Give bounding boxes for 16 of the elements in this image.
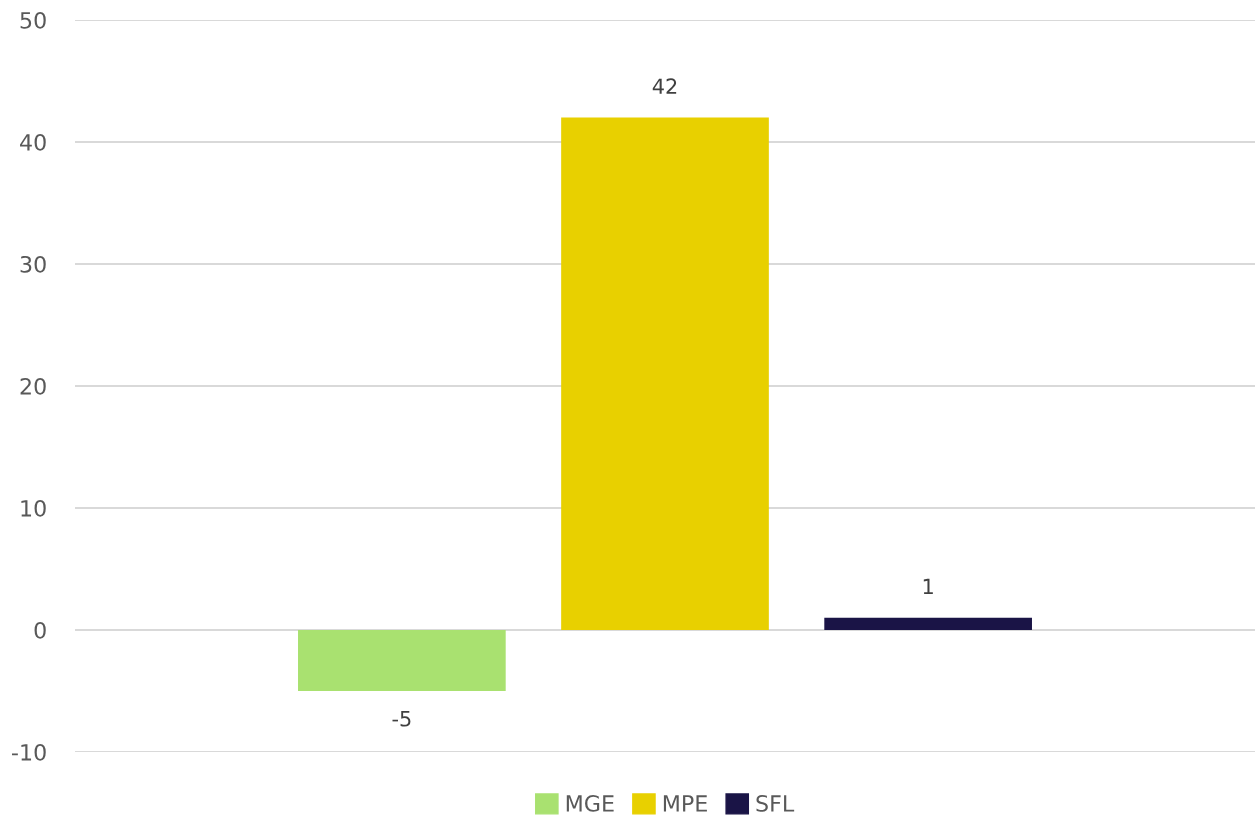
data-label: -5 bbox=[392, 711, 411, 727]
y-tick-label: 40 bbox=[20, 133, 46, 151]
y-tick-label: 0 bbox=[34, 621, 46, 639]
bar bbox=[298, 630, 506, 691]
legend-label: SFL bbox=[756, 795, 795, 812]
data-label: 42 bbox=[652, 78, 677, 94]
data-label: 1 bbox=[923, 578, 933, 595]
y-tick-label: 10 bbox=[21, 499, 46, 517]
legend-label: MGE bbox=[566, 795, 614, 812]
bar bbox=[561, 117, 769, 630]
legend-label: MPE bbox=[663, 795, 707, 812]
y-tick-label: 20 bbox=[20, 377, 46, 395]
bar bbox=[824, 617, 1032, 630]
y-tick-label: 30 bbox=[20, 255, 46, 273]
y-tick-label: 50 bbox=[20, 11, 46, 29]
y-tick-label: -10 bbox=[12, 743, 46, 761]
